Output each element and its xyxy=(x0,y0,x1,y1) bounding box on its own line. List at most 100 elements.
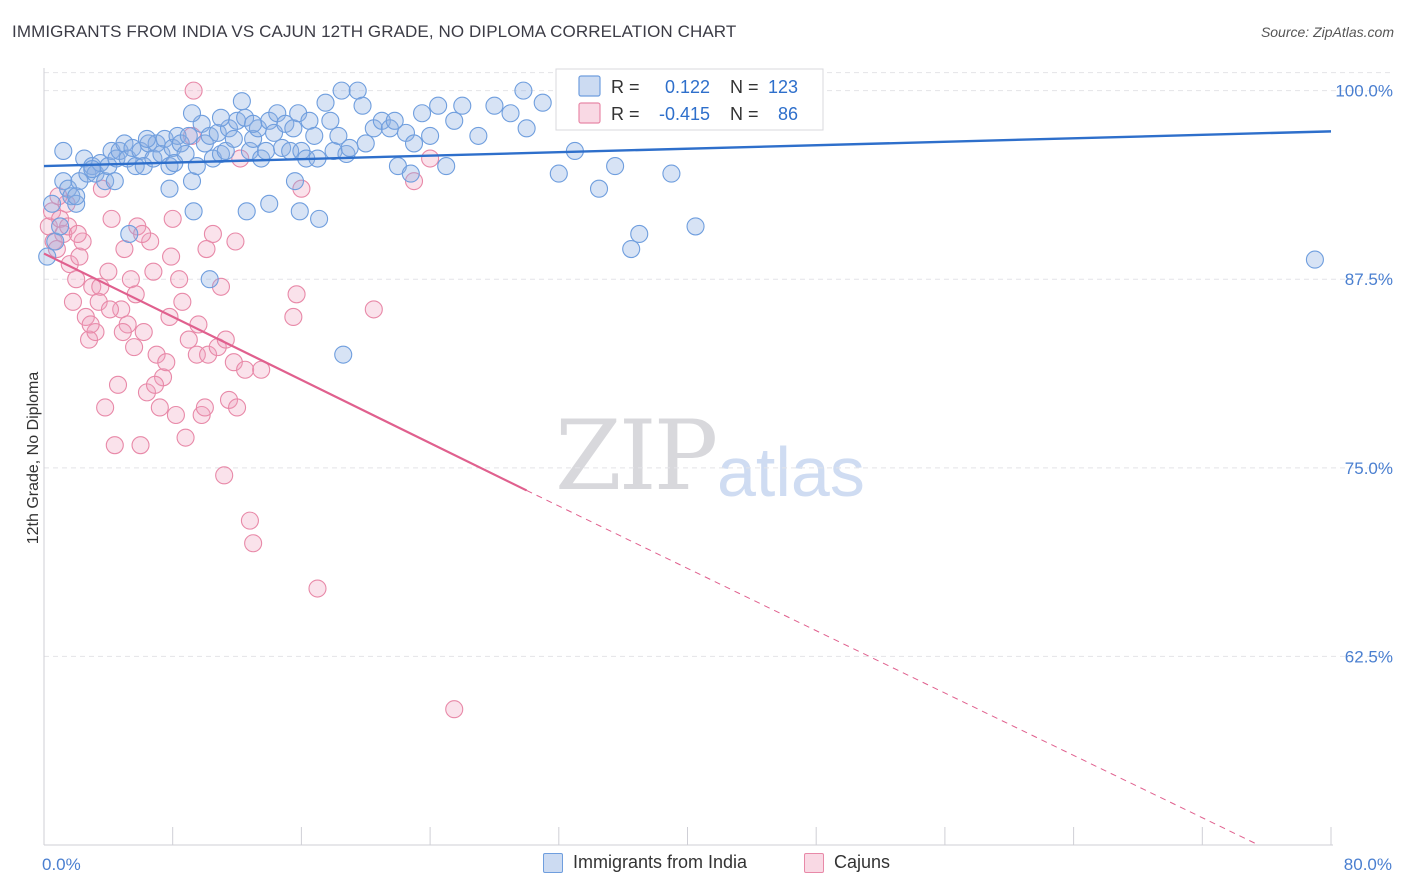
cajuns-point xyxy=(113,322,132,342)
india-point xyxy=(67,194,86,213)
india-point xyxy=(329,126,348,145)
cajuns-point xyxy=(134,322,153,342)
cajuns-point xyxy=(179,330,198,349)
india-point xyxy=(589,179,609,198)
cajuns-point xyxy=(445,700,464,719)
india-point xyxy=(485,96,504,115)
india-point xyxy=(237,202,256,221)
cajuns-point xyxy=(79,330,99,349)
chart-source: Source: ZipAtlas.com xyxy=(1260,24,1394,40)
cajuns-point xyxy=(236,360,255,379)
cajuns-trend-extension xyxy=(526,489,1259,846)
cajuns-point xyxy=(102,209,121,228)
india-point xyxy=(1305,250,1324,269)
chart-title: IMMIGRANTS FROM INDIA VS CAJUN 12TH GRAD… xyxy=(12,22,737,41)
cajuns-point xyxy=(173,292,192,311)
india-point xyxy=(290,202,309,221)
india-point xyxy=(182,104,202,123)
india-point xyxy=(321,111,340,130)
watermark-atlas: atlas xyxy=(717,433,865,511)
legend-swatch-pink xyxy=(578,102,601,124)
cajuns-point xyxy=(131,436,150,455)
india-point xyxy=(54,141,73,161)
india-point xyxy=(445,111,464,130)
cajuns-point xyxy=(115,239,134,259)
cajuns-point xyxy=(150,398,169,417)
india-point xyxy=(413,104,432,123)
india-trend-line xyxy=(43,130,1332,168)
y-axis-label: 12th Grade, No Diploma xyxy=(25,372,42,545)
legend-r-value-pink: -0.415 xyxy=(659,104,710,124)
india-point xyxy=(453,96,472,115)
india-point xyxy=(606,157,625,176)
india-point xyxy=(260,194,279,213)
cajuns-point xyxy=(163,209,182,228)
legend-n-label-blue: N = xyxy=(730,77,759,97)
india-point xyxy=(208,123,227,142)
india-point xyxy=(305,126,324,145)
india-point xyxy=(284,119,303,138)
x-tick-label-min: 0.0% xyxy=(42,855,81,874)
cajuns-point xyxy=(231,149,250,168)
cajuns-point xyxy=(145,375,165,394)
cajuns-point xyxy=(147,345,166,364)
india-points xyxy=(38,81,1324,364)
india-point xyxy=(51,217,70,236)
cajuns-point xyxy=(67,270,86,289)
india-point xyxy=(46,232,65,251)
india-point xyxy=(134,157,153,176)
cajuns-point xyxy=(284,307,303,326)
cajuns-point xyxy=(308,579,327,598)
y-tick-label: 75.0% xyxy=(1345,459,1393,478)
india-point xyxy=(182,172,202,191)
cajuns-point xyxy=(99,262,118,281)
cajuns-point xyxy=(105,436,124,455)
india-point xyxy=(120,224,139,244)
india-point xyxy=(340,138,359,158)
cajuns-point xyxy=(96,398,115,417)
legend-n-value-blue: 123 xyxy=(768,77,798,97)
legend-swatch-cajuns xyxy=(804,852,824,873)
cajuns-point xyxy=(81,315,100,334)
india-point xyxy=(421,126,440,145)
india-point xyxy=(244,114,263,133)
india-point xyxy=(332,81,351,100)
india-point xyxy=(224,129,243,148)
cajuns-point xyxy=(47,239,66,259)
india-point xyxy=(469,126,488,145)
india-point xyxy=(334,345,353,364)
india-point xyxy=(105,172,124,191)
legend-label-cajuns: Cajuns xyxy=(834,852,891,872)
india-point xyxy=(200,270,219,289)
india-point xyxy=(356,134,375,153)
india-point xyxy=(184,202,203,221)
india-point xyxy=(686,217,705,236)
india-point xyxy=(179,126,198,145)
cajuns-point xyxy=(100,300,120,319)
india-point xyxy=(38,247,57,266)
india-point xyxy=(385,111,404,130)
legend-label-india: Immigrants from India xyxy=(573,852,748,872)
india-point xyxy=(517,119,536,138)
cajuns-point xyxy=(162,247,181,266)
stats-legend: R = 0.122 N = 123 R = -0.415 N = 86 xyxy=(555,68,824,131)
india-point xyxy=(348,81,367,100)
india-point xyxy=(662,164,681,183)
cajuns-point xyxy=(63,292,83,311)
india-point xyxy=(83,160,102,179)
watermark-zip: ZIP xyxy=(555,400,718,512)
cajuns-point xyxy=(240,511,259,530)
legend-r-label-blue: R = xyxy=(611,77,640,97)
cajuns-point xyxy=(364,300,383,319)
x-axis-ticks xyxy=(43,827,1332,845)
cajuns-point xyxy=(170,270,189,289)
cajuns-point xyxy=(215,466,234,485)
cajuns-point xyxy=(195,398,214,417)
india-point xyxy=(285,172,305,191)
cajuns-point xyxy=(421,149,440,168)
cajuns-point xyxy=(166,405,185,425)
cajuns-point xyxy=(287,285,306,304)
x-tick-label-max: 80.0% xyxy=(1344,855,1392,874)
india-point xyxy=(514,81,533,100)
